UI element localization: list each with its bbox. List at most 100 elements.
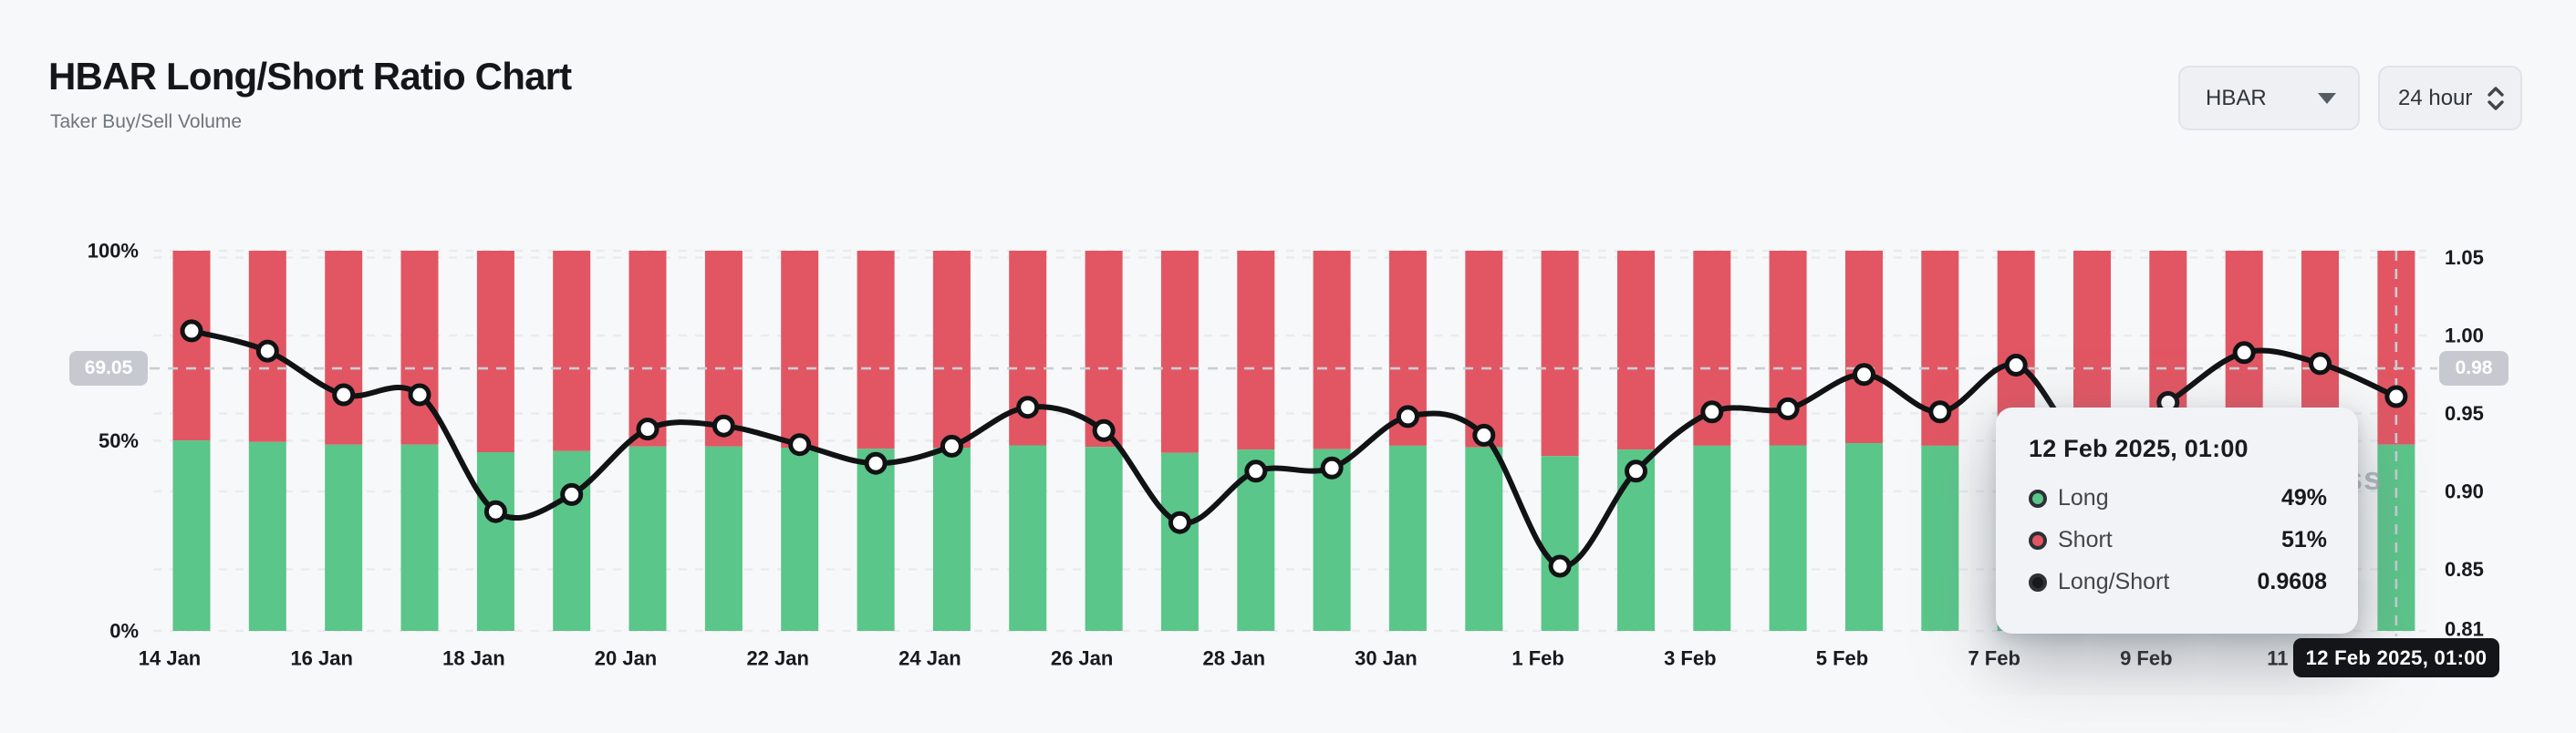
svg-text:7 Feb: 7 Feb [1968, 647, 2020, 670]
ratio-marker-14-Jan[interactable] [180, 319, 203, 343]
bar-5-Feb[interactable] [1845, 251, 1883, 631]
tooltip-long-label: Long [2058, 485, 2109, 511]
svg-text:0.81: 0.81 [2445, 618, 2484, 641]
gridlines [153, 249, 2426, 633]
chevron-up-down-icon [2486, 85, 2506, 112]
ratio-marker-27-Jan[interactable] [1168, 511, 1191, 534]
tooltip-ratio-value: 0.9608 [2257, 569, 2327, 594]
ratio-marker-5-Feb[interactable] [1853, 363, 1875, 387]
bar-22-Jan[interactable] [781, 251, 819, 631]
tooltip-ratio-label: Long/Short [2058, 569, 2170, 594]
svg-text:0.90: 0.90 [2445, 480, 2484, 503]
right-axis-labels: 1.05 1.00 0.95 0.90 0.85 0.81 [2445, 246, 2484, 641]
svg-text:22 Jan: 22 Jan [746, 647, 809, 670]
tooltip-title: 12 Feb 2025, 01:00 [2029, 435, 2249, 462]
bar-20-Jan[interactable] [628, 251, 667, 631]
svg-text:1 Feb: 1 Feb [1511, 647, 1563, 670]
svg-text:16 Jan: 16 Jan [290, 647, 353, 670]
page-title: HBAR Long/Short Ratio Chart [48, 55, 572, 98]
tooltip-row-long: Long 49% [2029, 485, 2327, 511]
ratio-marker-22-Jan[interactable] [788, 433, 812, 457]
svg-text:30 Jan: 30 Jan [1355, 647, 1418, 670]
long-dot-icon [2029, 489, 2047, 508]
ratio-marker-28-Jan[interactable] [1244, 459, 1268, 483]
bar-16-Jan[interactable] [325, 251, 363, 631]
bar-4-Feb[interactable] [1769, 251, 1807, 631]
svg-text:0%: 0% [109, 620, 139, 643]
ratio-marker-30-Jan[interactable] [1396, 405, 1419, 428]
ratio-marker-20-Jan[interactable] [636, 418, 660, 441]
bar-31-Jan[interactable] [1465, 251, 1503, 631]
bar-17-Jan[interactable] [400, 251, 439, 631]
ratio-marker-16-Jan[interactable] [332, 383, 356, 407]
ratio-marker-10-Feb[interactable] [2232, 341, 2256, 365]
ratio-marker-17-Jan[interactable] [408, 383, 431, 407]
svg-text:14 Jan: 14 Jan [139, 647, 202, 670]
bar-19-Jan[interactable] [553, 251, 591, 631]
ratio-marker-3-Feb[interactable] [1700, 400, 1724, 424]
bar-29-Jan[interactable] [1313, 251, 1351, 631]
symbol-select[interactable]: HBAR [2178, 66, 2360, 130]
ratio-marker-19-Jan[interactable] [560, 482, 584, 506]
tooltip-short-label: Short [2058, 527, 2113, 552]
ratio-marker-1-Feb[interactable] [1548, 554, 1572, 578]
ratio-marker-7-Feb[interactable] [2004, 354, 2028, 377]
svg-text:1.05: 1.05 [2445, 246, 2484, 269]
bar-6-Feb[interactable] [1921, 251, 1959, 631]
bar-28-Jan[interactable] [1237, 251, 1275, 631]
interval-select[interactable]: 24 hour [2378, 66, 2522, 130]
bar-30-Jan[interactable] [1388, 251, 1427, 631]
svg-text:1.00: 1.00 [2445, 325, 2484, 347]
bar-1-Feb[interactable] [1541, 251, 1579, 631]
ratio-marker-25-Jan[interactable] [1016, 396, 1040, 419]
svg-text:3 Feb: 3 Feb [1664, 647, 1716, 670]
ratio-marker-31-Jan[interactable] [1472, 423, 1496, 447]
svg-text:0.85: 0.85 [2445, 558, 2484, 581]
left-axis-labels: 100% 50% 0% [88, 240, 139, 643]
caret-down-icon [2318, 92, 2336, 104]
ratio-marker-23-Jan[interactable] [864, 451, 888, 475]
bar-18-Jan[interactable] [476, 251, 514, 631]
crosshair-left-axis-label: 69.05 [69, 351, 148, 386]
ratio-marker-29-Jan[interactable] [1320, 456, 1344, 480]
bar-24-Jan[interactable] [932, 251, 971, 631]
page-subtitle: Taker Buy/Sell Volume [50, 111, 243, 132]
ratio-markers [180, 319, 2408, 578]
svg-text:0.95: 0.95 [2445, 402, 2484, 425]
crosshair-lines [150, 251, 2437, 636]
tooltip-short-value: 51% [2280, 527, 2327, 552]
ratio-marker-21-Jan[interactable] [712, 414, 735, 438]
svg-text:5 Feb: 5 Feb [1816, 647, 1868, 670]
bar-15-Jan[interactable] [248, 251, 286, 631]
ratio-marker-6-Feb[interactable] [1928, 400, 1952, 424]
svg-text:24 Jan: 24 Jan [898, 647, 961, 670]
tooltip-row-short: Short 51% [2029, 527, 2327, 553]
ratio-marker-24-Jan[interactable] [940, 434, 963, 458]
ratio-marker-12-Feb[interactable] [2384, 385, 2408, 408]
bar-26-Jan[interactable] [1085, 251, 1123, 631]
svg-text:50%: 50% [99, 429, 139, 452]
svg-text:18 Jan: 18 Jan [442, 647, 505, 670]
ratio-marker-18-Jan[interactable] [483, 500, 507, 523]
bar-27-Jan[interactable] [1160, 251, 1199, 631]
bar-25-Jan[interactable] [1009, 251, 1047, 631]
bar-14-Jan[interactable] [172, 251, 211, 631]
ratio-marker-26-Jan[interactable] [1092, 418, 1116, 442]
symbol-select-label: HBAR [2206, 85, 2267, 110]
tooltip: 12 Feb 2025, 01:00 Long 49% Short 51% Lo… [1996, 408, 2358, 634]
bar-3-Feb[interactable] [1693, 251, 1731, 631]
ratio-marker-2-Feb[interactable] [1625, 459, 1647, 483]
tooltip-long-value: 49% [2280, 485, 2327, 511]
ratio-marker-11-Feb[interactable] [2309, 352, 2332, 376]
bar-21-Jan[interactable] [704, 251, 743, 631]
x-axis-labels: 14 Jan 16 Jan 18 Jan 20 Jan 22 Jan 24 Jan 26 J… [139, 647, 2330, 670]
bar-2-Feb[interactable] [1617, 251, 1655, 631]
ratio-marker-15-Jan[interactable] [255, 339, 279, 363]
svg-text:26 Jan: 26 Jan [1051, 647, 1114, 670]
svg-text:100%: 100% [88, 240, 139, 263]
ratio-marker-4-Feb[interactable] [1776, 397, 1800, 420]
svg-text:28 Jan: 28 Jan [1203, 647, 1266, 670]
bar-23-Jan[interactable] [857, 251, 895, 631]
